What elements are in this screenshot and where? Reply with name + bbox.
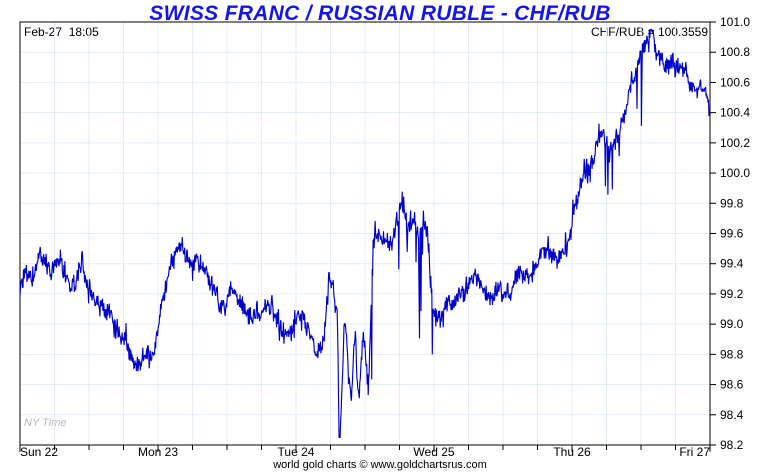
svg-text:100.4: 100.4 (720, 106, 750, 120)
svg-text:100.6: 100.6 (720, 75, 750, 89)
svg-text:Thu 26: Thu 26 (553, 445, 591, 459)
svg-text:99.2: 99.2 (720, 287, 744, 301)
svg-text:98.8: 98.8 (720, 347, 744, 361)
svg-text:98.6: 98.6 (720, 378, 744, 392)
svg-text:99.0: 99.0 (720, 317, 744, 331)
svg-text:100.0: 100.0 (720, 166, 750, 180)
svg-text:100.2: 100.2 (720, 136, 750, 150)
svg-text:99.6: 99.6 (720, 227, 744, 241)
svg-text:Tue 24: Tue 24 (278, 445, 315, 459)
svg-text:98.2: 98.2 (720, 438, 744, 452)
svg-text:Sun 22: Sun 22 (20, 445, 58, 459)
svg-text:Mon 23: Mon 23 (138, 445, 178, 459)
svg-text:99.4: 99.4 (720, 257, 744, 271)
svg-text:101.0: 101.0 (720, 15, 750, 29)
svg-text:99.8: 99.8 (720, 196, 744, 210)
svg-text:Fri 27: Fri 27 (679, 445, 710, 459)
svg-text:100.8: 100.8 (720, 45, 750, 59)
svg-text:Wed 25: Wed 25 (413, 445, 454, 459)
svg-text:98.4: 98.4 (720, 408, 744, 422)
